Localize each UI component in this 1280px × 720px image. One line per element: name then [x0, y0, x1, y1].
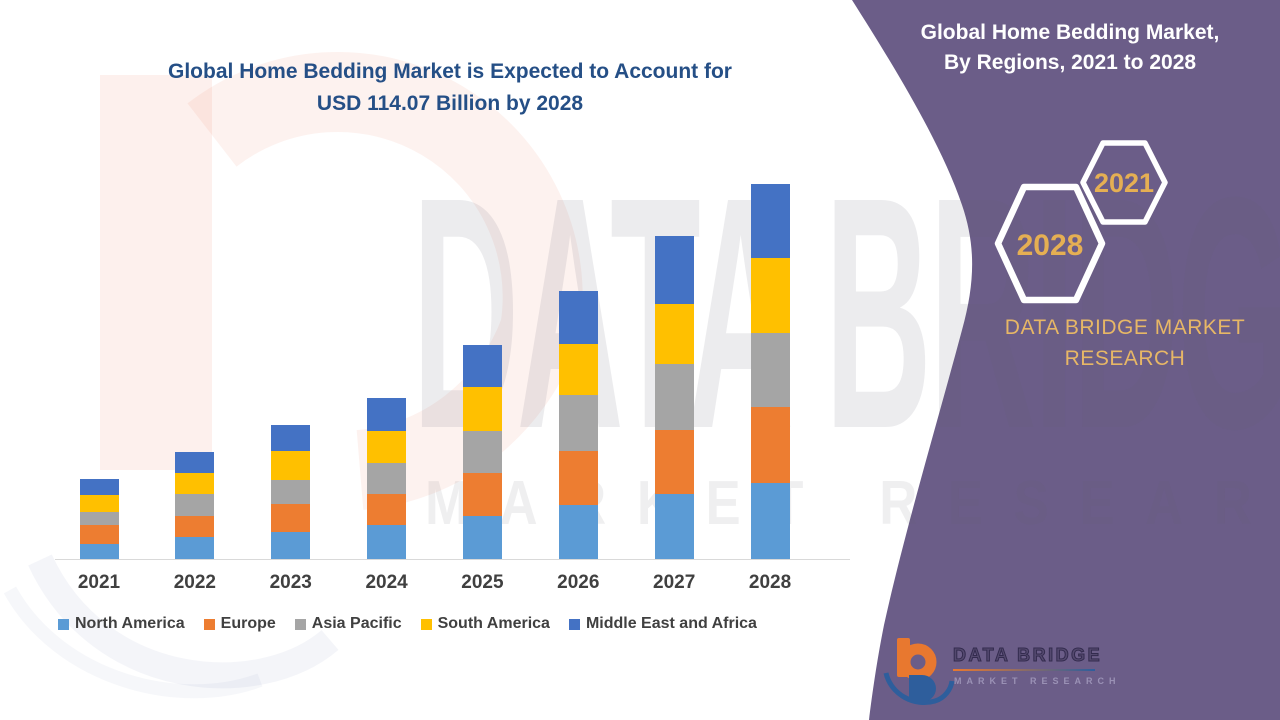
legend-label: Middle East and Africa	[585, 615, 757, 632]
bar-segment	[558, 505, 598, 559]
databridge-logo-icon	[883, 638, 955, 705]
bar-2028	[750, 184, 790, 559]
bar-segment	[367, 494, 407, 526]
x-axis-label: 2021	[77, 572, 121, 593]
bar-2021	[79, 479, 119, 559]
legend-label: Europe	[220, 615, 276, 632]
chart-title-line2: USD 114.07 Billion by 2028	[316, 92, 584, 115]
bar-2023	[271, 425, 311, 559]
x-axis-label: 2024	[365, 572, 408, 593]
databridge-logo-name: DATA BRIDGE	[952, 645, 1103, 666]
chart-legend: North America Europe Asia Pacific South Ame…	[58, 615, 858, 633]
x-axis-label: 2028	[748, 572, 792, 593]
legend-label: South America	[437, 615, 550, 632]
bar-segment	[271, 425, 311, 452]
x-axis-label: 2022	[173, 572, 216, 593]
panel-title-line1: Global Home Bedding Market,	[920, 21, 1220, 44]
legend-swatch	[58, 618, 69, 630]
brand-line2: RESEARCH	[1064, 347, 1186, 370]
bar-segment	[462, 515, 502, 559]
bar-segment	[654, 236, 694, 304]
bar-segment	[79, 511, 119, 526]
legend-item-europe: Europe	[203, 615, 276, 633]
watermark-big-text: DATA BRIDGE	[412, 128, 1280, 497]
x-axis-label: 2025	[461, 572, 504, 593]
legend-swatch	[420, 618, 432, 630]
bar-segment	[79, 479, 119, 496]
bar-segment	[654, 363, 694, 430]
bar-segment	[271, 504, 311, 532]
bar-segment	[750, 482, 790, 559]
bar-2022	[175, 451, 215, 559]
bar-segment	[367, 430, 407, 464]
bar-segment	[558, 344, 598, 396]
legend-swatch	[203, 618, 215, 630]
bar-segment	[750, 257, 790, 333]
bar-segment	[462, 472, 502, 516]
bar-segment	[79, 495, 119, 512]
bar-segment	[367, 463, 407, 495]
x-axis-line	[55, 559, 850, 560]
bar-segment	[654, 429, 694, 494]
bar-segment	[750, 332, 790, 408]
bar-segment	[558, 451, 598, 506]
legend-label: Asia Pacific	[311, 615, 402, 632]
hexagon-2021-label: 2021	[1094, 168, 1154, 198]
legend-item-south-america: South America	[420, 615, 550, 633]
bar-segment	[654, 303, 694, 364]
x-axis-label: 2026	[557, 572, 600, 593]
legend-swatch	[294, 618, 306, 630]
bar-segment	[462, 345, 502, 388]
brand-line1: DATA BRIDGE MARKET	[1004, 316, 1246, 339]
hexagon-2028-label: 2028	[1017, 229, 1084, 262]
bar-segment	[271, 451, 311, 481]
databridge-logo-underline	[953, 669, 1095, 671]
bar-segment	[367, 397, 407, 431]
bar-2026	[558, 291, 598, 559]
bar-segment	[367, 525, 407, 559]
legend-item-middle-east-and-africa: Middle East and Africa	[568, 615, 757, 633]
year-hexagons: 2021 2028	[994, 140, 1168, 304]
brand-wordmark: DATA BRIDGE MARKET RESEARCH	[985, 312, 1265, 374]
bar-segment	[750, 184, 790, 258]
chart-title-line1: Global Home Bedding Market is Expected t…	[168, 60, 732, 83]
bar-segment	[175, 493, 215, 516]
bar-segment	[462, 430, 502, 473]
bar-segment	[558, 395, 598, 452]
legend-swatch	[568, 618, 580, 630]
legend-item-north-america: North America	[58, 615, 185, 633]
panel-title: Global Home Bedding Market, By Regions, …	[880, 18, 1260, 78]
bar-segment	[462, 387, 502, 431]
bar-2027	[654, 236, 694, 559]
stacked-bar-chart	[60, 184, 850, 559]
bar-segment	[558, 291, 598, 345]
databridge-logo-subtitle: MARKET RESEARCH	[954, 676, 1121, 686]
chart-title: Global Home Bedding Market is Expected t…	[60, 56, 840, 120]
bar-2025	[462, 345, 502, 559]
bar-segment	[175, 472, 215, 494]
legend-item-asia-pacific: Asia Pacific	[294, 615, 402, 633]
bar-segment	[654, 493, 694, 559]
bar-segment	[271, 531, 311, 559]
x-axis-labels: 2021 2022 2023 2024 2025 2026 2027 2028	[60, 572, 850, 596]
bar-segment	[175, 536, 215, 559]
side-panel-path	[852, 0, 1280, 720]
bar-segment	[271, 480, 311, 505]
bar-segment	[750, 407, 790, 483]
x-axis-label: 2027	[653, 572, 696, 593]
bar-segment	[79, 525, 119, 545]
bar-segment	[175, 451, 215, 473]
bar-2024	[367, 397, 407, 559]
legend-label: North America	[75, 615, 185, 632]
hexagon-2028	[994, 183, 1106, 304]
bar-segment	[175, 515, 215, 537]
bar-segment	[79, 544, 119, 559]
hexagon-2021	[1080, 140, 1168, 225]
panel-title-line2: By Regions, 2021 to 2028	[943, 51, 1197, 74]
x-axis-label: 2023	[269, 572, 312, 593]
